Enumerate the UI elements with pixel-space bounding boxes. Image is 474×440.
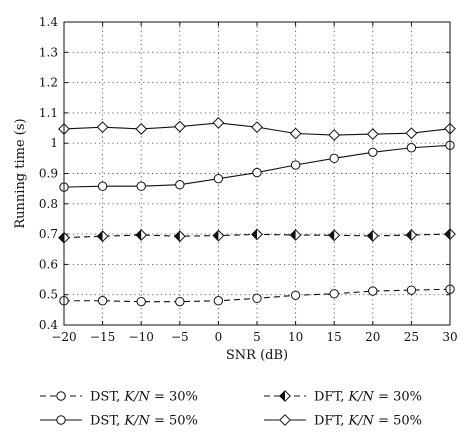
x-tick-label: 15 [327,330,342,344]
x-tick-label: 30 [442,330,457,344]
data-point-dft30-fill [251,229,257,240]
series-dft50 [58,116,456,141]
x-tick-label: −5 [171,330,189,344]
data-point-dst50 [368,147,378,157]
x-tick-label: 5 [253,330,261,344]
series-dft30 [58,228,456,244]
legend-label: DFT, K/N = 50% [314,414,422,429]
y-axis-title: Running time (s) [13,118,28,228]
data-point-dst50 [406,143,417,153]
legend-marker [56,415,66,425]
data-point-dft50 [289,127,302,140]
series [58,116,456,307]
data-point-dst50 [290,160,301,170]
x-tick-label: 25 [404,330,419,344]
data-point-dst30 [175,296,185,307]
x-tick-label: −20 [51,330,76,344]
data-point-dft50 [405,127,418,140]
y-tick-label: 1.4 [39,15,58,29]
legend-marker [56,391,66,401]
data-point-dst30 [97,296,108,306]
y-tick-label: 1.3 [39,45,58,59]
legend-label: DST, K/N = 50% [90,414,198,429]
data-point-dft30-fill [58,232,64,243]
y-tick-label: 0.8 [39,197,58,211]
y-tick-label: 0.9 [39,167,58,181]
data-point-dst50 [175,180,185,190]
y-tick-labels: 0.4 0.5 0.6 0.7 0.8 0.9 1 1.1 1.2 1.3 1.4 [39,15,58,332]
y-tick-label: 0.6 [39,257,58,271]
x-tick-label: 10 [288,330,303,344]
data-point-dft50 [251,121,263,134]
legend-label: DST, K/N = 30% [90,390,198,405]
legend-item-dft30: DFT, K/N = 30% [264,390,422,405]
legend-item-dft50: DFT, K/N = 50% [264,414,422,429]
data-point-dft30-fill [406,229,412,241]
data-point-dft30-fill [136,229,142,241]
data-point-dst50 [136,181,146,191]
x-tick-label: 20 [365,330,380,344]
data-point-dst50 [329,153,339,164]
data-point-dft30-fill [367,230,373,242]
data-point-dst30 [136,296,146,307]
data-point-dst30 [406,285,417,295]
legend-marker-fill [279,390,285,402]
data-point-dft50 [366,128,379,141]
data-point-dft50 [96,121,109,134]
x-axis-title: SNR (dB) [226,348,288,363]
x-tick-label: −15 [90,330,115,344]
legend-marker [279,414,291,426]
data-point-dst30 [252,293,262,304]
data-point-dft30-fill [329,230,335,241]
y-tick-label: 1.1 [39,106,58,120]
grid [64,22,450,325]
data-point-dst50 [97,181,108,191]
legend-item-dst50: DST, K/N = 50% [40,414,198,429]
data-point-dst50 [252,167,262,178]
data-point-dft50 [135,123,148,135]
y-tick-label: 1 [50,136,58,150]
data-point-dst30 [213,296,224,306]
x-tick-label: −10 [129,330,154,344]
y-tick-label: 1.2 [39,76,58,90]
plot-frame [63,21,451,326]
y-tick-label: 0.7 [39,227,58,241]
y-tick-label: 0.5 [39,288,58,302]
legend: DST, K/N = 30% DST, K/N = 50% DFT, K/N = 3… [40,390,422,429]
data-point-dst30 [290,290,301,301]
data-point-dft30-fill [174,231,180,242]
data-point-dst50 [213,173,224,184]
data-point-dft50 [212,116,225,129]
x-tick-labels: −20 −15 −10 −5 0 5 10 15 20 25 30 [51,330,457,344]
legend-label: DFT, K/N = 30% [314,390,422,405]
data-point-dft30-fill [213,230,219,241]
y-tick-label: 0.4 [39,318,58,332]
series-dst50 [59,140,455,192]
data-point-dft50 [328,129,341,141]
data-point-dft50 [173,120,186,133]
x-tick-label: 0 [215,330,223,344]
legend-item-dst30: DST, K/N = 30% [40,390,198,405]
data-point-dft30-fill [97,231,103,242]
data-point-dft30-fill [290,229,296,241]
data-point-dst30 [329,289,339,299]
data-point-dft30-fill [444,228,450,240]
data-point-dst30 [368,286,378,296]
